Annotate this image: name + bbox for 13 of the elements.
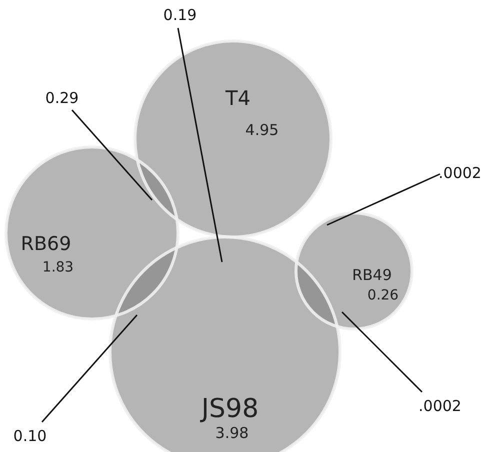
category-label: JS98 — [199, 394, 259, 424]
text: 0.29 — [45, 88, 79, 107]
text: .0002 — [438, 164, 482, 182]
category-label: RB49 — [352, 266, 392, 284]
data-label: 3.98 — [215, 424, 249, 442]
text: 0.19 — [163, 6, 197, 24]
category-label: T4 — [224, 86, 250, 110]
text: 0.10 — [13, 426, 47, 445]
category-label: RB69 — [20, 232, 72, 255]
data-label: 0.26 — [367, 288, 399, 304]
text: .0002 — [418, 396, 462, 415]
data-label: 1.83 — [42, 260, 74, 276]
data-label: 4.95 — [245, 120, 279, 139]
